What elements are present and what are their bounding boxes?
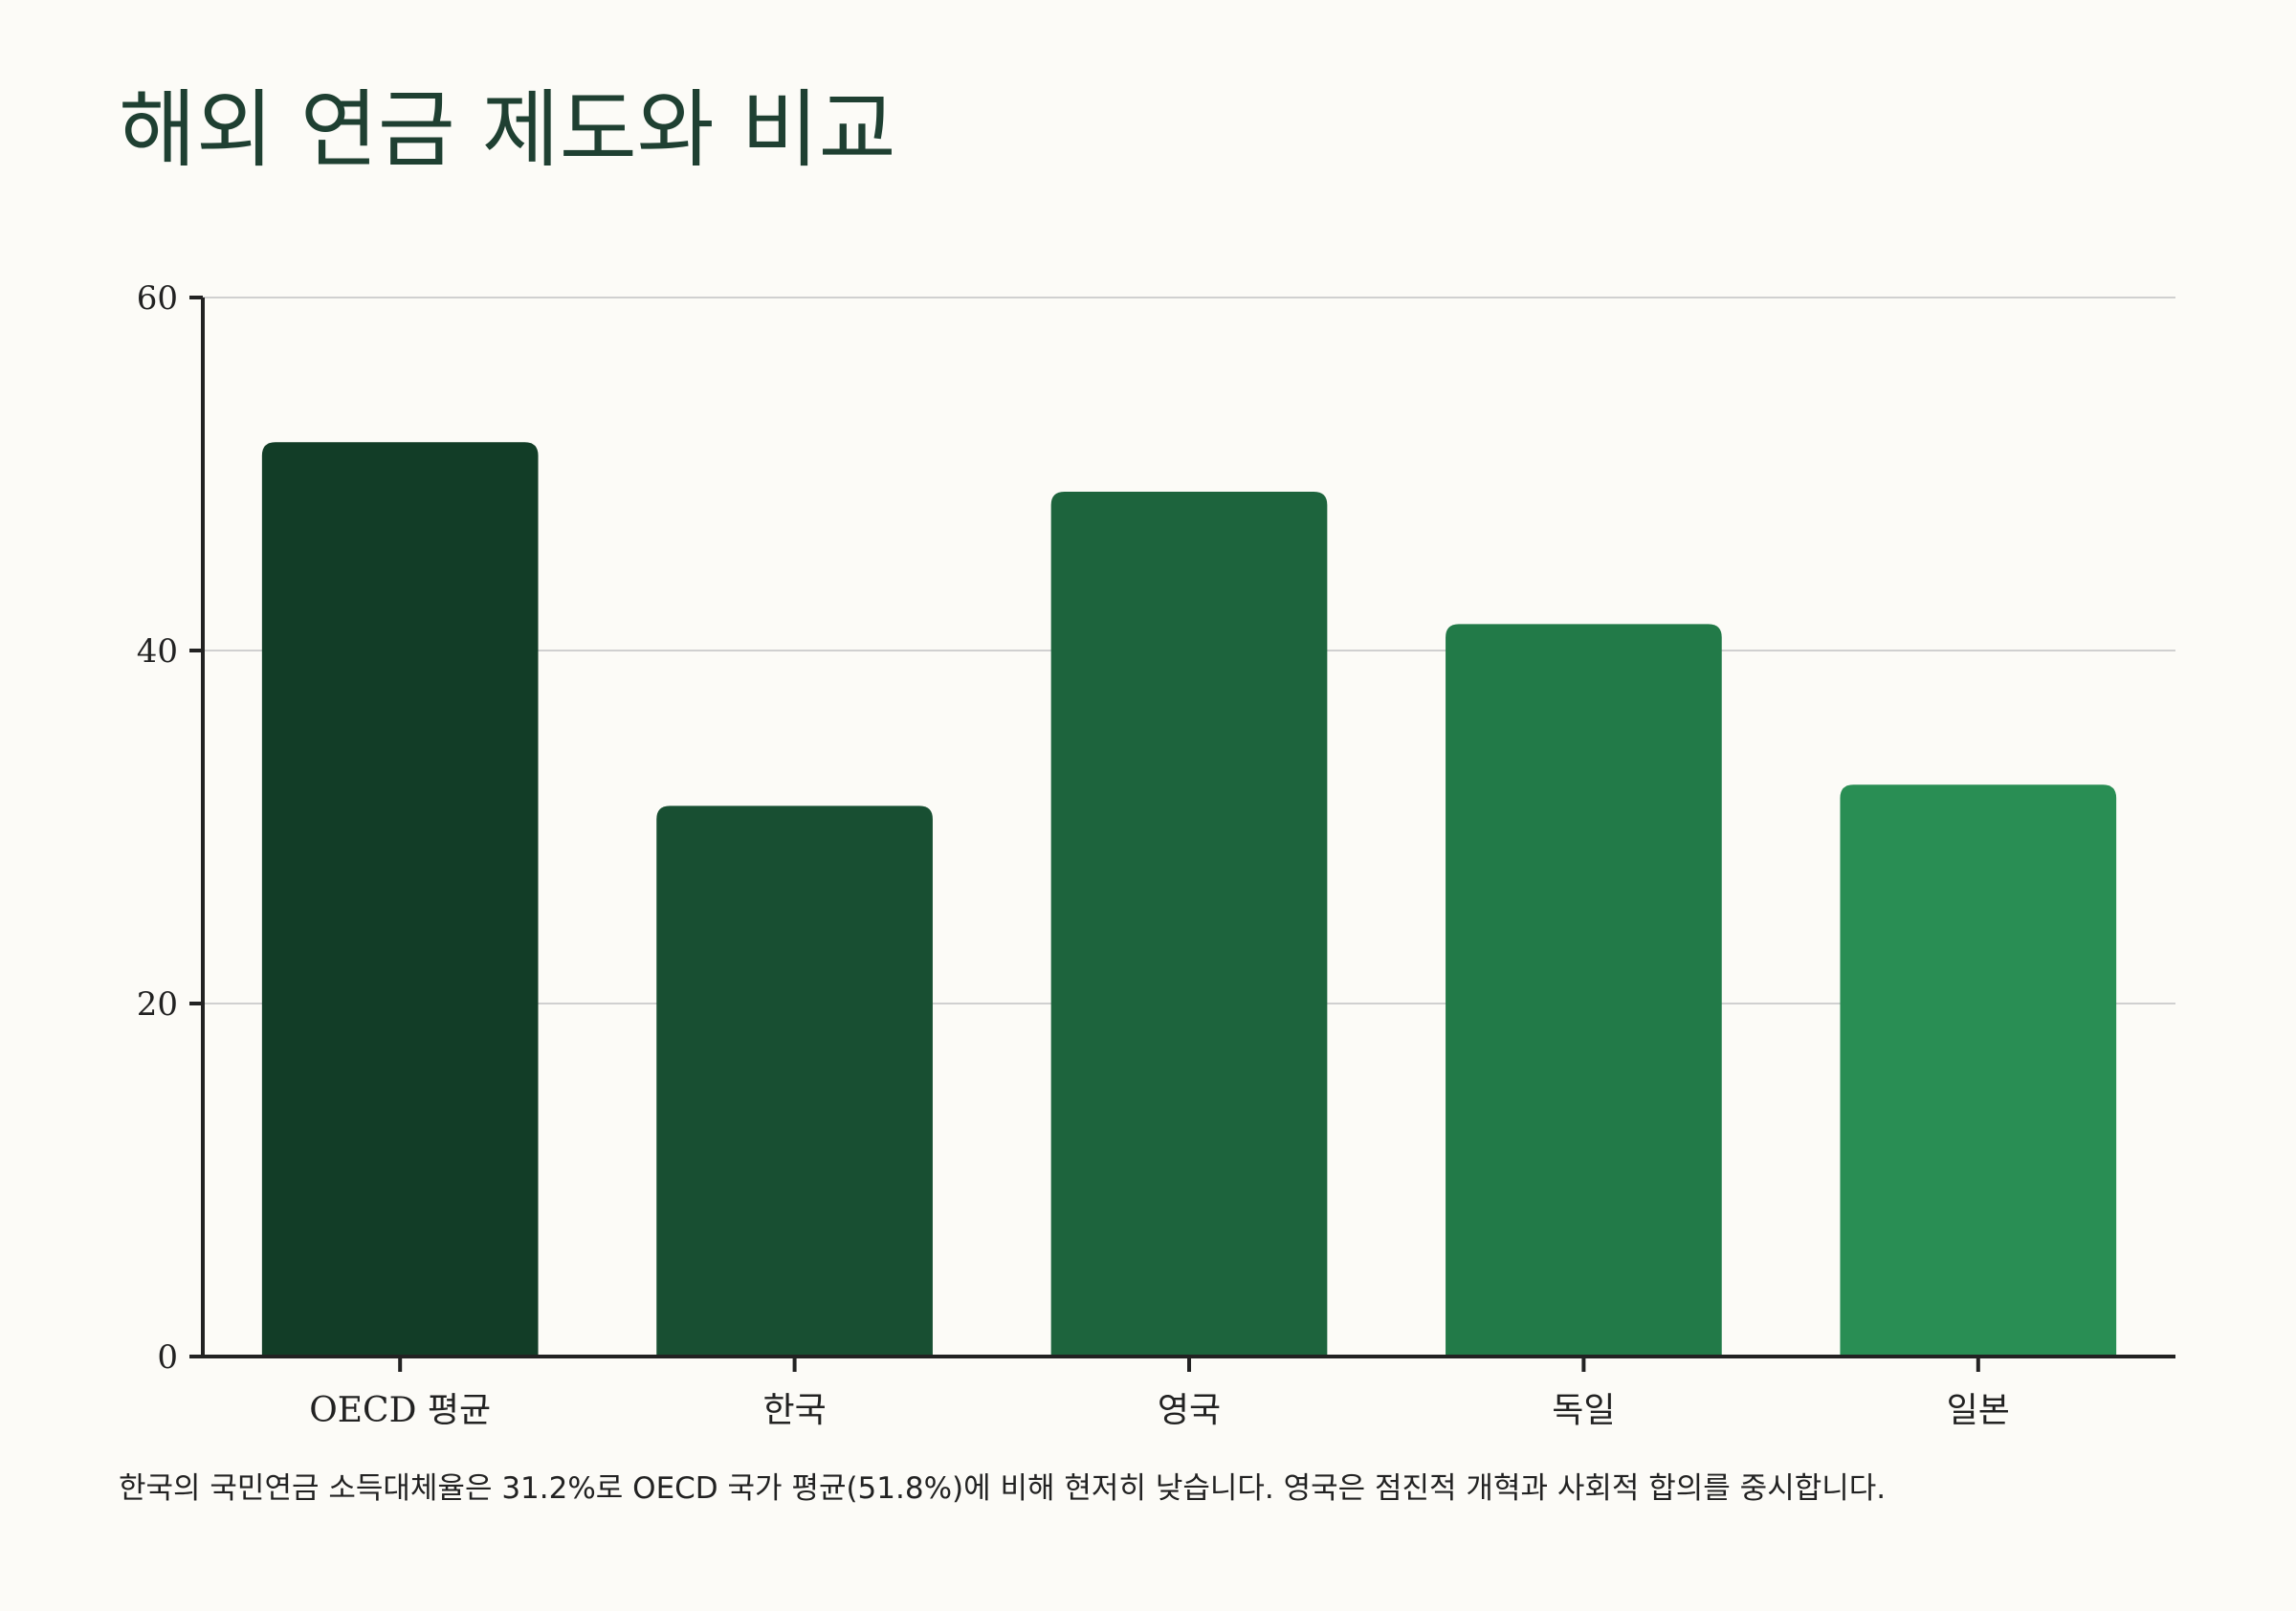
x-tick-label: 한국 xyxy=(762,1391,826,1430)
bar xyxy=(1050,491,1328,1357)
bars xyxy=(261,442,2117,1357)
bar xyxy=(1446,624,1722,1357)
axes xyxy=(189,296,2175,1372)
axis-labels: 0 20 40 60 OECD 평균 한국 영국 독일 일본 xyxy=(137,279,2010,1430)
y-tick-label: 60 xyxy=(137,279,178,318)
page-title: 해외 연금 제도와 비교 xyxy=(119,80,896,179)
x-tick-label: 일본 xyxy=(1947,1391,2010,1430)
caption: 한국의 국민연금 소득대체율은 31.2%로 OECD 국가 평균(51.8%)… xyxy=(119,1471,1887,1506)
bar xyxy=(656,806,933,1357)
bar xyxy=(261,442,539,1357)
y-tick-label: 0 xyxy=(157,1338,178,1377)
x-tick-label: 영국 xyxy=(1158,1391,1221,1430)
y-tick-label: 20 xyxy=(137,985,178,1024)
y-tick-label: 40 xyxy=(137,632,178,671)
x-tick-label: 독일 xyxy=(1552,1391,1615,1430)
x-tick-label: OECD 평균 xyxy=(309,1391,491,1430)
bar xyxy=(1840,784,2117,1357)
